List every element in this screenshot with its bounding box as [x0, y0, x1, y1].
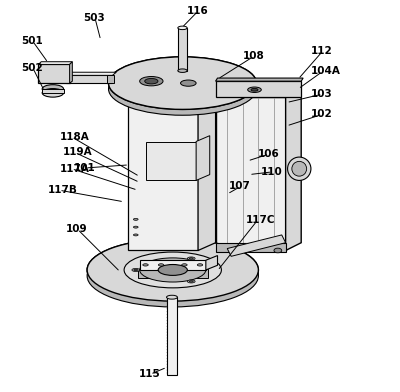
Ellipse shape	[87, 239, 258, 301]
Text: 117A: 117A	[60, 164, 90, 174]
Polygon shape	[196, 136, 210, 180]
Text: 502: 502	[21, 63, 43, 73]
Ellipse shape	[108, 63, 256, 115]
Ellipse shape	[108, 57, 256, 109]
Ellipse shape	[124, 252, 222, 288]
Ellipse shape	[187, 257, 195, 260]
Ellipse shape	[248, 87, 261, 93]
Text: 118A: 118A	[60, 132, 90, 142]
Ellipse shape	[187, 280, 195, 283]
Ellipse shape	[42, 89, 64, 97]
Ellipse shape	[145, 78, 158, 84]
Ellipse shape	[274, 248, 282, 253]
Polygon shape	[216, 81, 301, 97]
Text: 112: 112	[311, 46, 333, 56]
Text: 101: 101	[74, 163, 95, 173]
Polygon shape	[128, 89, 198, 250]
Polygon shape	[38, 64, 70, 83]
Polygon shape	[198, 81, 216, 250]
Ellipse shape	[143, 264, 148, 266]
Ellipse shape	[180, 80, 196, 86]
Polygon shape	[140, 260, 206, 270]
Bar	[166, 297, 178, 375]
Polygon shape	[38, 62, 72, 64]
Ellipse shape	[288, 157, 311, 180]
Ellipse shape	[166, 295, 178, 299]
Ellipse shape	[178, 26, 187, 30]
Text: 117B: 117B	[48, 185, 77, 195]
Polygon shape	[42, 89, 64, 93]
Text: 104A: 104A	[311, 67, 341, 76]
Ellipse shape	[134, 218, 138, 220]
Polygon shape	[87, 270, 258, 276]
Text: 106: 106	[258, 149, 279, 159]
Ellipse shape	[158, 265, 187, 276]
Polygon shape	[108, 83, 256, 89]
Polygon shape	[70, 62, 72, 83]
Polygon shape	[206, 256, 218, 270]
Polygon shape	[66, 75, 112, 83]
Text: 110: 110	[261, 167, 282, 177]
Polygon shape	[216, 89, 301, 97]
Ellipse shape	[251, 88, 258, 91]
Ellipse shape	[87, 245, 258, 307]
Polygon shape	[216, 243, 286, 252]
Ellipse shape	[134, 226, 138, 228]
Text: 501: 501	[21, 36, 43, 46]
Text: 115: 115	[138, 369, 160, 379]
Text: 119A: 119A	[63, 147, 93, 158]
Polygon shape	[138, 269, 208, 278]
Ellipse shape	[134, 269, 138, 271]
Ellipse shape	[134, 234, 138, 236]
Polygon shape	[216, 97, 286, 250]
Ellipse shape	[158, 264, 164, 266]
Ellipse shape	[178, 69, 187, 73]
Text: 107: 107	[229, 181, 251, 191]
Ellipse shape	[108, 57, 256, 109]
Text: 103: 103	[311, 89, 333, 99]
Ellipse shape	[189, 281, 193, 282]
Text: 109: 109	[66, 224, 87, 234]
Polygon shape	[66, 72, 116, 75]
Ellipse shape	[292, 162, 307, 176]
Polygon shape	[286, 89, 301, 250]
Polygon shape	[146, 142, 196, 180]
Ellipse shape	[140, 258, 206, 282]
Ellipse shape	[189, 258, 193, 259]
Ellipse shape	[197, 264, 203, 266]
Polygon shape	[216, 78, 303, 81]
Text: 116: 116	[186, 6, 208, 16]
Ellipse shape	[182, 264, 187, 266]
Ellipse shape	[140, 76, 163, 86]
Text: 503: 503	[83, 13, 105, 23]
Polygon shape	[106, 75, 114, 83]
Polygon shape	[227, 235, 286, 256]
Text: 108: 108	[243, 51, 264, 61]
Ellipse shape	[42, 85, 64, 93]
Text: 102: 102	[311, 109, 333, 119]
Ellipse shape	[87, 239, 258, 301]
Bar	[178, 28, 187, 71]
Ellipse shape	[132, 269, 140, 272]
Text: 117C: 117C	[246, 215, 276, 225]
